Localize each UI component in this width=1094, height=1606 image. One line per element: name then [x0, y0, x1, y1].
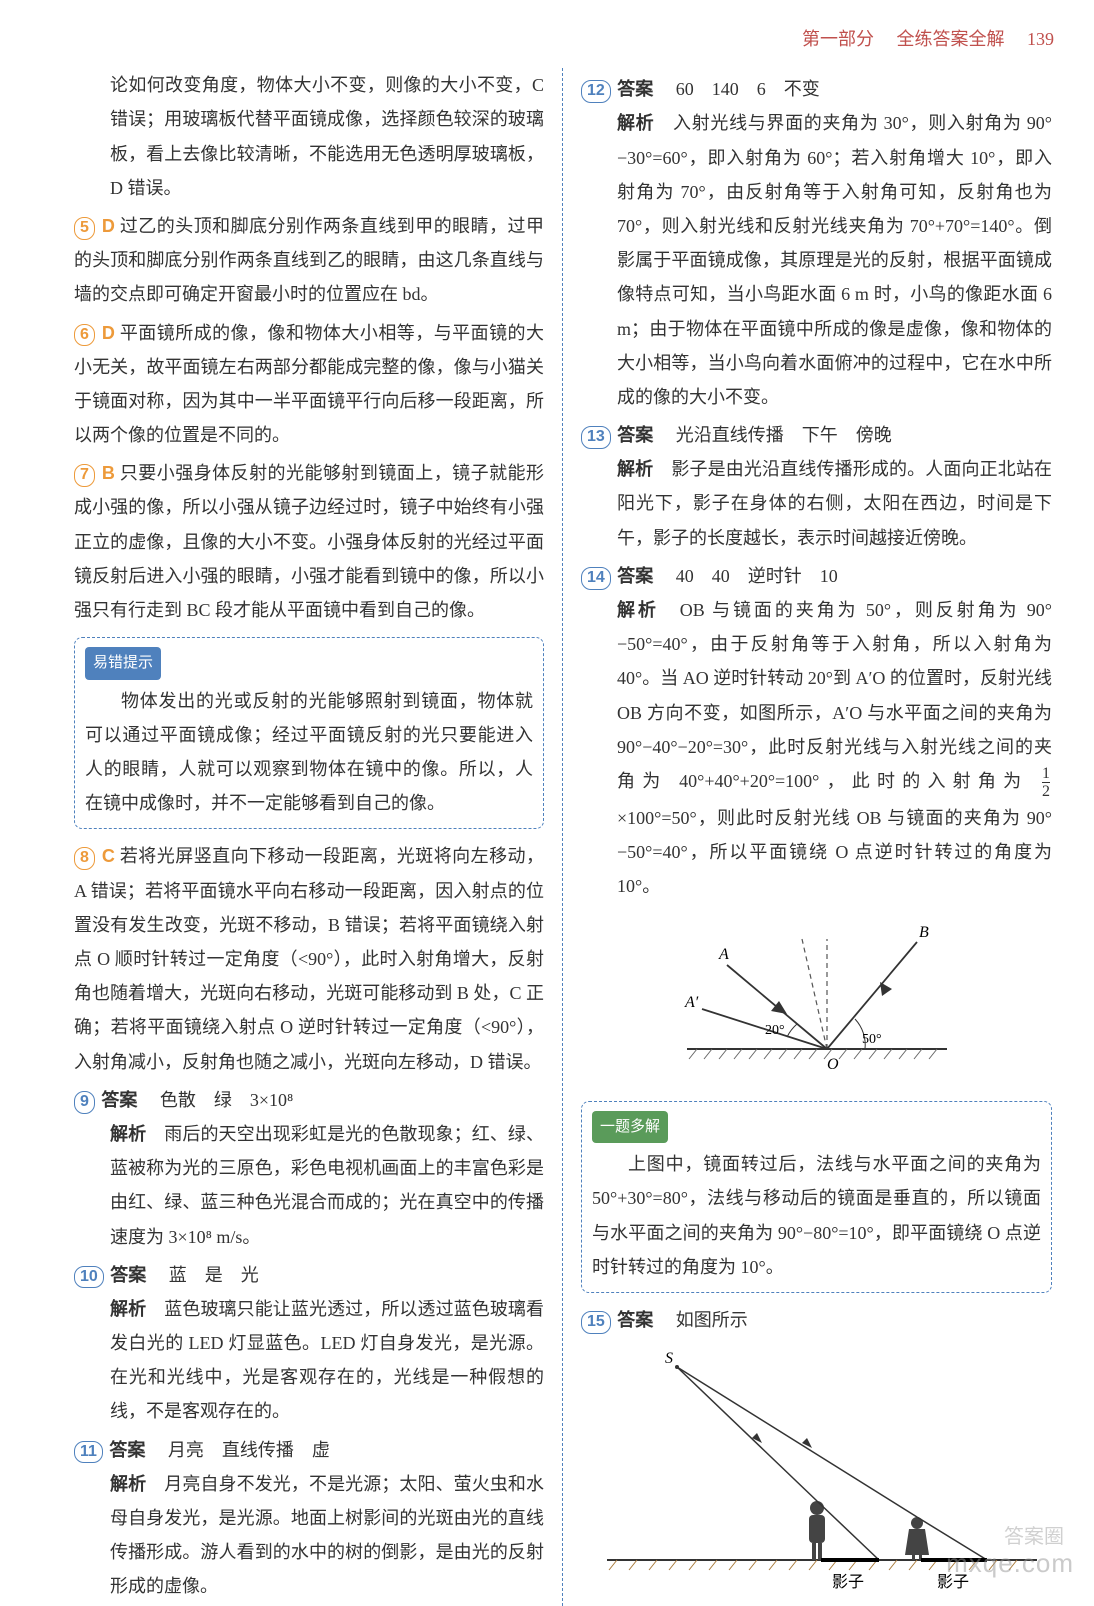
- label-20deg: 20°: [765, 1023, 785, 1038]
- hint-box-right: 一题多解 上图中，镜面转过后，法线与水平面之间的夹角为 50°+30°=80°，…: [581, 1101, 1052, 1293]
- q7: 7 B 只要小强身体反射的光能够射到镜面上，镜子就能形成小强的像，所以小强从镜子…: [74, 456, 544, 627]
- mirror-diagram: O A A′ B 20° 50°: [581, 909, 1052, 1090]
- q13-exp-label: 解析: [617, 459, 653, 479]
- q14-ans: 40 40 逆时针 10: [676, 566, 838, 586]
- hint-body-right: 上图中，镜面转过后，法线与水平面之间的夹角为 50°+30°=80°，法线与移动…: [592, 1147, 1041, 1284]
- q12-num: 12: [581, 80, 611, 103]
- q10-exp-text: 蓝色玻璃只能让蓝光透过，所以透过蓝色玻璃看发白光的 LED 灯显蓝色。LED 灯…: [110, 1299, 544, 1422]
- q14: 14 答案 40 40 逆时针 10 解析 OB 与镜面的夹角为 50°，则反射…: [581, 559, 1052, 904]
- q9-exp: 解析 雨后的天空出现彩虹是光的色散现象；红、绿、蓝被称为光的三原色，彩色电视机画…: [74, 1117, 544, 1254]
- q5-letter: D: [102, 216, 115, 236]
- q8-num: 8: [74, 847, 95, 870]
- hint-body-left: 物体发出的光或反射的光能够照射到镜面，物体就可以通过平面镜成像；经过平面镜反射的…: [85, 684, 533, 821]
- q10-ans: 蓝 是 光: [169, 1265, 259, 1285]
- label-B: B: [919, 924, 929, 941]
- q7-num: 7: [74, 464, 95, 487]
- q10-num: 10: [74, 1266, 104, 1289]
- page-header: 第一部分 全练答案全解 139: [0, 0, 1094, 56]
- q11-exp-label: 解析: [110, 1474, 146, 1494]
- header-page-no: 139: [1027, 29, 1054, 49]
- label-Aprime: A′: [684, 994, 699, 1011]
- hint-label-right: 一题多解: [592, 1111, 668, 1144]
- label-50deg: 50°: [862, 1032, 882, 1047]
- q15-ans-label: 答案: [617, 1310, 653, 1330]
- q11-num: 11: [74, 1441, 103, 1464]
- q10-ans-label: 答案: [110, 1265, 146, 1285]
- content-columns: 论如何改变角度，物体大小不变，则像的大小不变，C 错误；用玻璃板代替平面镜成像，…: [0, 56, 1094, 1606]
- person1-icon: [809, 1501, 825, 1560]
- q11-exp-text: 月亮自身不发光，不是光源；太阳、萤火虫和水母自身发光，是光源。地面上树影间的光斑…: [110, 1474, 544, 1597]
- header-title: 全练答案全解: [897, 29, 1005, 49]
- left-column: 论如何改变角度，物体大小不变，则像的大小不变，C 错误；用玻璃板代替平面镜成像，…: [60, 68, 563, 1606]
- q10: 10 答案 蓝 是 光 解析 蓝色玻璃只能让蓝光透过，所以透过蓝色玻璃看发白光的…: [74, 1258, 544, 1429]
- q5-num: 5: [74, 217, 95, 240]
- hint-box-left: 易错提示 物体发出的光或反射的光能够照射到镜面，物体就可以通过平面镜成像；经过平…: [74, 637, 544, 829]
- q13-ans: 光沿直线传播 下午 傍晚: [676, 425, 892, 445]
- q14-ans-label: 答案: [617, 566, 653, 586]
- q6-letter: D: [102, 323, 115, 343]
- watermark-logo: mxqe.com: [946, 1539, 1074, 1588]
- q14-exp: 解析 OB 与镜面的夹角为 50°，则反射角为 90°−50°=40°，由于反射…: [581, 593, 1052, 903]
- q10-exp-label: 解析: [110, 1299, 146, 1319]
- q8: 8 C 若将光屏竖直向下移动一段距离，光斑将向左移动，A 错误；若将平面镜水平向…: [74, 839, 544, 1078]
- intro-continuation: 论如何改变角度，物体大小不变，则像的大小不变，C 错误；用玻璃板代替平面镜成像，…: [74, 68, 544, 205]
- q15-num: 15: [581, 1311, 611, 1334]
- q9: 9 答案 色散 绿 3×10⁸ 解析 雨后的天空出现彩虹是光的色散现象；红、绿、…: [74, 1083, 544, 1254]
- q6-text: 平面镜所成的像，像和物体大小相等，与平面镜的大小无关，故平面镜左右两部分都能成完…: [74, 323, 544, 446]
- q9-exp-label: 解析: [110, 1124, 146, 1144]
- q13-exp-text: 影子是由光沿直线传播形成的。人面向正北站在阳光下，影子在身体的右侧，太阳在西边，…: [617, 459, 1052, 547]
- q5: 5 D 过乙的头顶和脚底分别作两条直线到甲的眼睛，过甲的头顶和脚底分别作两条直线…: [74, 209, 544, 312]
- q14-num: 14: [581, 567, 611, 590]
- label-A: A: [718, 946, 729, 963]
- q9-ans-label: 答案: [101, 1090, 137, 1110]
- q14-exp-text2: ×100°=50°，则此时反射光线 OB 与镜面的夹角为 90°−50°=40°…: [617, 808, 1052, 896]
- q9-ans: 色散 绿 3×10⁸: [160, 1090, 293, 1110]
- q9-num: 9: [74, 1091, 95, 1114]
- q10-exp: 解析 蓝色玻璃只能让蓝光透过，所以透过蓝色玻璃看发白光的 LED 灯显蓝色。LE…: [74, 1292, 544, 1429]
- fraction-half: 12: [1042, 765, 1050, 801]
- q12-exp-label: 解析: [617, 113, 654, 133]
- right-column: 12 答案 60 140 6 不变 解析 入射光线与界面的夹角为 30°，则入射…: [563, 68, 1066, 1606]
- q12-ans: 60 140 6 不变: [676, 79, 820, 99]
- q11-exp: 解析 月亮自身不发光，不是光源；太阳、萤火虫和水母自身发光，是光源。地面上树影间…: [74, 1467, 544, 1604]
- q13-ans-label: 答案: [617, 425, 653, 445]
- header-section: 第一部分: [802, 29, 874, 49]
- q13: 13 答案 光沿直线传播 下午 傍晚 解析 影子是由光沿直线传播形成的。人面向正…: [581, 418, 1052, 555]
- q15: 15 答案 如图所示: [581, 1303, 1052, 1337]
- q7-text: 只要小强身体反射的光能够射到镜面上，镜子就能形成小强的像，所以小强从镜子边经过时…: [74, 463, 544, 620]
- person2-icon: [905, 1517, 929, 1560]
- q9-exp-text: 雨后的天空出现彩虹是光的色散现象；红、绿、蓝被称为光的三原色，彩色电视机画面上的…: [110, 1124, 544, 1247]
- q11: 11 答案 月亮 直线传播 虚 解析 月亮自身不发光，不是光源；太阳、萤火虫和水…: [74, 1433, 544, 1604]
- q12: 12 答案 60 140 6 不变 解析 入射光线与界面的夹角为 30°，则入射…: [581, 72, 1052, 414]
- q12-exp-text: 入射光线与界面的夹角为 30°，则入射角为 90°−30°=60°，即入射角为 …: [617, 113, 1052, 407]
- hint-label-left: 易错提示: [85, 647, 161, 680]
- q12-ans-label: 答案: [617, 79, 653, 99]
- q8-text: 若将光屏竖直向下移动一段距离，光斑将向左移动，A 错误；若将平面镜水平向右移动一…: [74, 846, 544, 1071]
- q6: 6 D 平面镜所成的像，像和物体大小相等，与平面镜的大小无关，故平面镜左右两部分…: [74, 316, 544, 453]
- label-O: O: [827, 1056, 839, 1073]
- q6-num: 6: [74, 324, 95, 347]
- q8-letter: C: [102, 846, 115, 866]
- q5-text: 过乙的头顶和脚底分别作两条直线到甲的眼睛，过甲的头顶和脚底分别作两条直线到乙的眼…: [74, 216, 544, 304]
- q7-letter: B: [102, 463, 115, 483]
- q13-num: 13: [581, 426, 611, 449]
- q14-exp-text1: OB 与镜面的夹角为 50°，则反射角为 90°−50°=40°，由于反射角等于…: [617, 600, 1052, 791]
- shadow-label-1: 影子: [832, 1573, 864, 1591]
- q15-ans: 如图所示: [676, 1310, 748, 1330]
- q13-exp: 解析 影子是由光沿直线传播形成的。人面向正北站在阳光下，影子在身体的右侧，太阳在…: [581, 452, 1052, 555]
- q11-ans: 月亮 直线传播 虚: [168, 1440, 330, 1460]
- q12-exp: 解析 入射光线与界面的夹角为 30°，则入射角为 90°−30°=60°，即入射…: [581, 106, 1052, 414]
- q14-exp-label: 解析: [617, 600, 659, 620]
- label-S: S: [665, 1350, 673, 1367]
- q11-ans-label: 答案: [109, 1440, 145, 1460]
